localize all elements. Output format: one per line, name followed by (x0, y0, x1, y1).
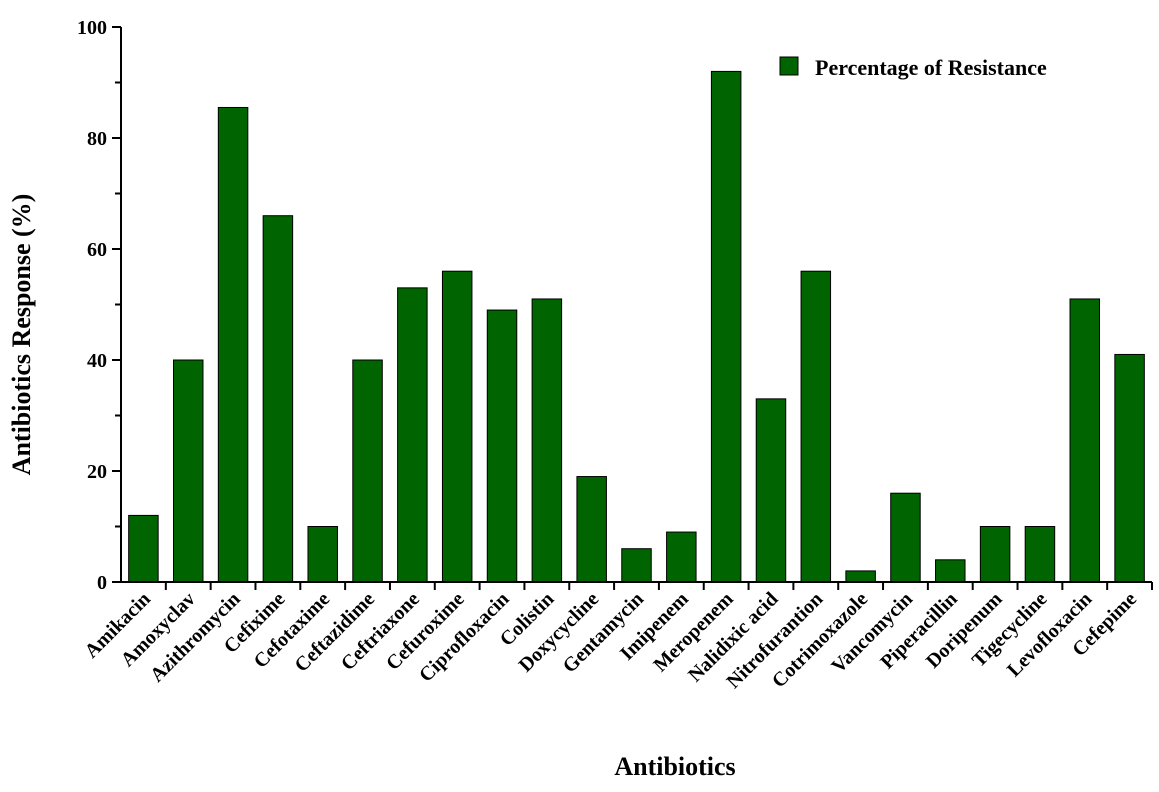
bar-amoxyclav (172, 359, 204, 583)
bar-gentamycin (621, 548, 652, 583)
bar-nalidixic-acid (755, 398, 787, 583)
bar-cefepime (1114, 353, 1145, 583)
y-tick-label: 80 (87, 128, 107, 150)
bar-cefixime (262, 215, 294, 583)
bar-azithromycin (217, 106, 249, 583)
y-ticks: 0 20 40 60 80 100 (77, 17, 121, 594)
bar-vancomycin (890, 492, 921, 583)
bar-cefuroxime (441, 270, 473, 583)
y-tick-label: 20 (87, 461, 107, 483)
bars (128, 70, 1145, 583)
bar-levofloxacin (1069, 298, 1101, 583)
bar-amikacin (128, 514, 159, 583)
y-tick-label: 60 (87, 239, 107, 261)
bar-cotrimoxazole (845, 570, 876, 583)
bar-doxycycline (576, 476, 607, 583)
legend-swatch (779, 56, 799, 76)
y-tick-label: 100 (77, 17, 107, 39)
legend: Percentage of Resistance (779, 55, 1047, 80)
bar-colistin (531, 298, 563, 583)
legend-label: Percentage of Resistance (815, 55, 1047, 80)
bar-tigecycline (1024, 526, 1056, 583)
y-tick-label: 0 (97, 572, 107, 594)
x-ticks: AmikacinAmoxyclavAzithromycinCefiximeCef… (80, 582, 1153, 693)
bar-nitrofurantion (800, 270, 832, 583)
x-axis-title: Antibiotics (614, 752, 735, 781)
y-axis-title: Antibiotics Response (%) (7, 194, 36, 476)
y-tick-label: 40 (87, 350, 107, 372)
bar-ceftriaxone (397, 287, 428, 583)
bar-meropenem (710, 70, 742, 583)
bar-cefotaxime (307, 526, 338, 583)
bar-ceftazidime (352, 359, 383, 583)
bar-doripenum (979, 526, 1011, 583)
bar-ciprofloxacin (486, 309, 518, 583)
bar-imipenem (666, 531, 697, 583)
bar-piperacillin (935, 559, 966, 583)
